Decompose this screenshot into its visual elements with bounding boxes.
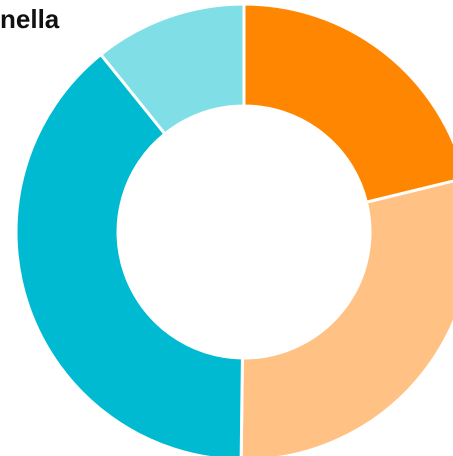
donut-slice-4 xyxy=(99,2,246,136)
donut-slices xyxy=(14,2,453,456)
donut-slice-1 xyxy=(242,2,453,204)
chart-title: nella xyxy=(0,4,60,34)
donut-slice-3 xyxy=(14,53,244,456)
donut-slice-2 xyxy=(239,179,453,456)
